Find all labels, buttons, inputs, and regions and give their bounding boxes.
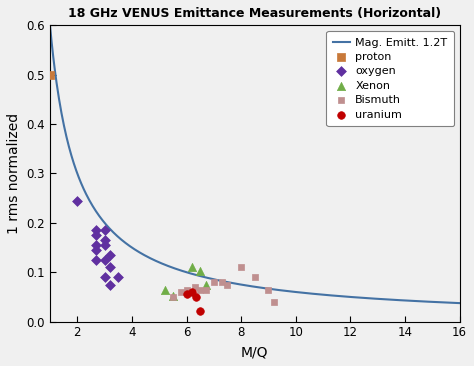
- oxygen: [106, 264, 114, 270]
- Bismuth: [264, 287, 272, 292]
- Bismuth: [182, 287, 190, 292]
- Mag. Emitt. 1.2T: [242, 283, 247, 287]
- Y-axis label: 1 rms normalized: 1 rms normalized: [7, 113, 21, 234]
- oxygen: [92, 257, 100, 263]
- Mag. Emitt. 1.2T: [244, 283, 250, 288]
- oxygen: [101, 227, 109, 233]
- oxygen: [92, 242, 100, 248]
- Bismuth: [210, 279, 218, 285]
- Bismuth: [191, 284, 199, 290]
- Bismuth: [270, 299, 278, 305]
- Bismuth: [251, 274, 258, 280]
- uranium: [192, 294, 200, 300]
- Mag. Emitt. 1.2T: [447, 300, 453, 305]
- Xenon: [161, 287, 168, 292]
- oxygen: [101, 242, 109, 248]
- oxygen: [92, 232, 100, 238]
- oxygen: [114, 274, 122, 280]
- Bismuth: [169, 294, 177, 300]
- oxygen: [92, 247, 100, 253]
- Bismuth: [202, 287, 210, 292]
- Bismuth: [218, 279, 226, 285]
- oxygen: [92, 227, 100, 233]
- Bismuth: [224, 282, 231, 288]
- Bismuth: [177, 289, 185, 295]
- oxygen: [101, 274, 109, 280]
- Mag. Emitt. 1.2T: [291, 290, 297, 294]
- Xenon: [196, 268, 204, 274]
- Mag. Emitt. 1.2T: [383, 297, 389, 302]
- Mag. Emitt. 1.2T: [47, 23, 53, 27]
- oxygen: [106, 252, 114, 258]
- oxygen: [106, 282, 114, 288]
- Mag. Emitt. 1.2T: [269, 287, 274, 291]
- X-axis label: M/Q: M/Q: [241, 345, 268, 359]
- uranium: [188, 289, 196, 295]
- oxygen: [101, 237, 109, 243]
- oxygen: [73, 198, 81, 203]
- Line: Mag. Emitt. 1.2T: Mag. Emitt. 1.2T: [50, 25, 460, 303]
- uranium: [182, 292, 190, 298]
- Title: 18 GHz VENUS Emittance Measurements (Horizontal): 18 GHz VENUS Emittance Measurements (Hor…: [68, 7, 441, 20]
- proton: [46, 72, 54, 78]
- Xenon: [188, 264, 196, 270]
- oxygen: [101, 257, 109, 263]
- Xenon: [202, 282, 210, 288]
- Mag. Emitt. 1.2T: [457, 301, 463, 305]
- Bismuth: [237, 264, 245, 270]
- Xenon: [169, 293, 177, 299]
- Bismuth: [196, 287, 204, 292]
- Legend: Mag. Emitt. 1.2T, proton, oxygen, Xenon, Bismuth, uranium: Mag. Emitt. 1.2T, proton, oxygen, Xenon,…: [326, 31, 454, 126]
- uranium: [196, 308, 204, 314]
